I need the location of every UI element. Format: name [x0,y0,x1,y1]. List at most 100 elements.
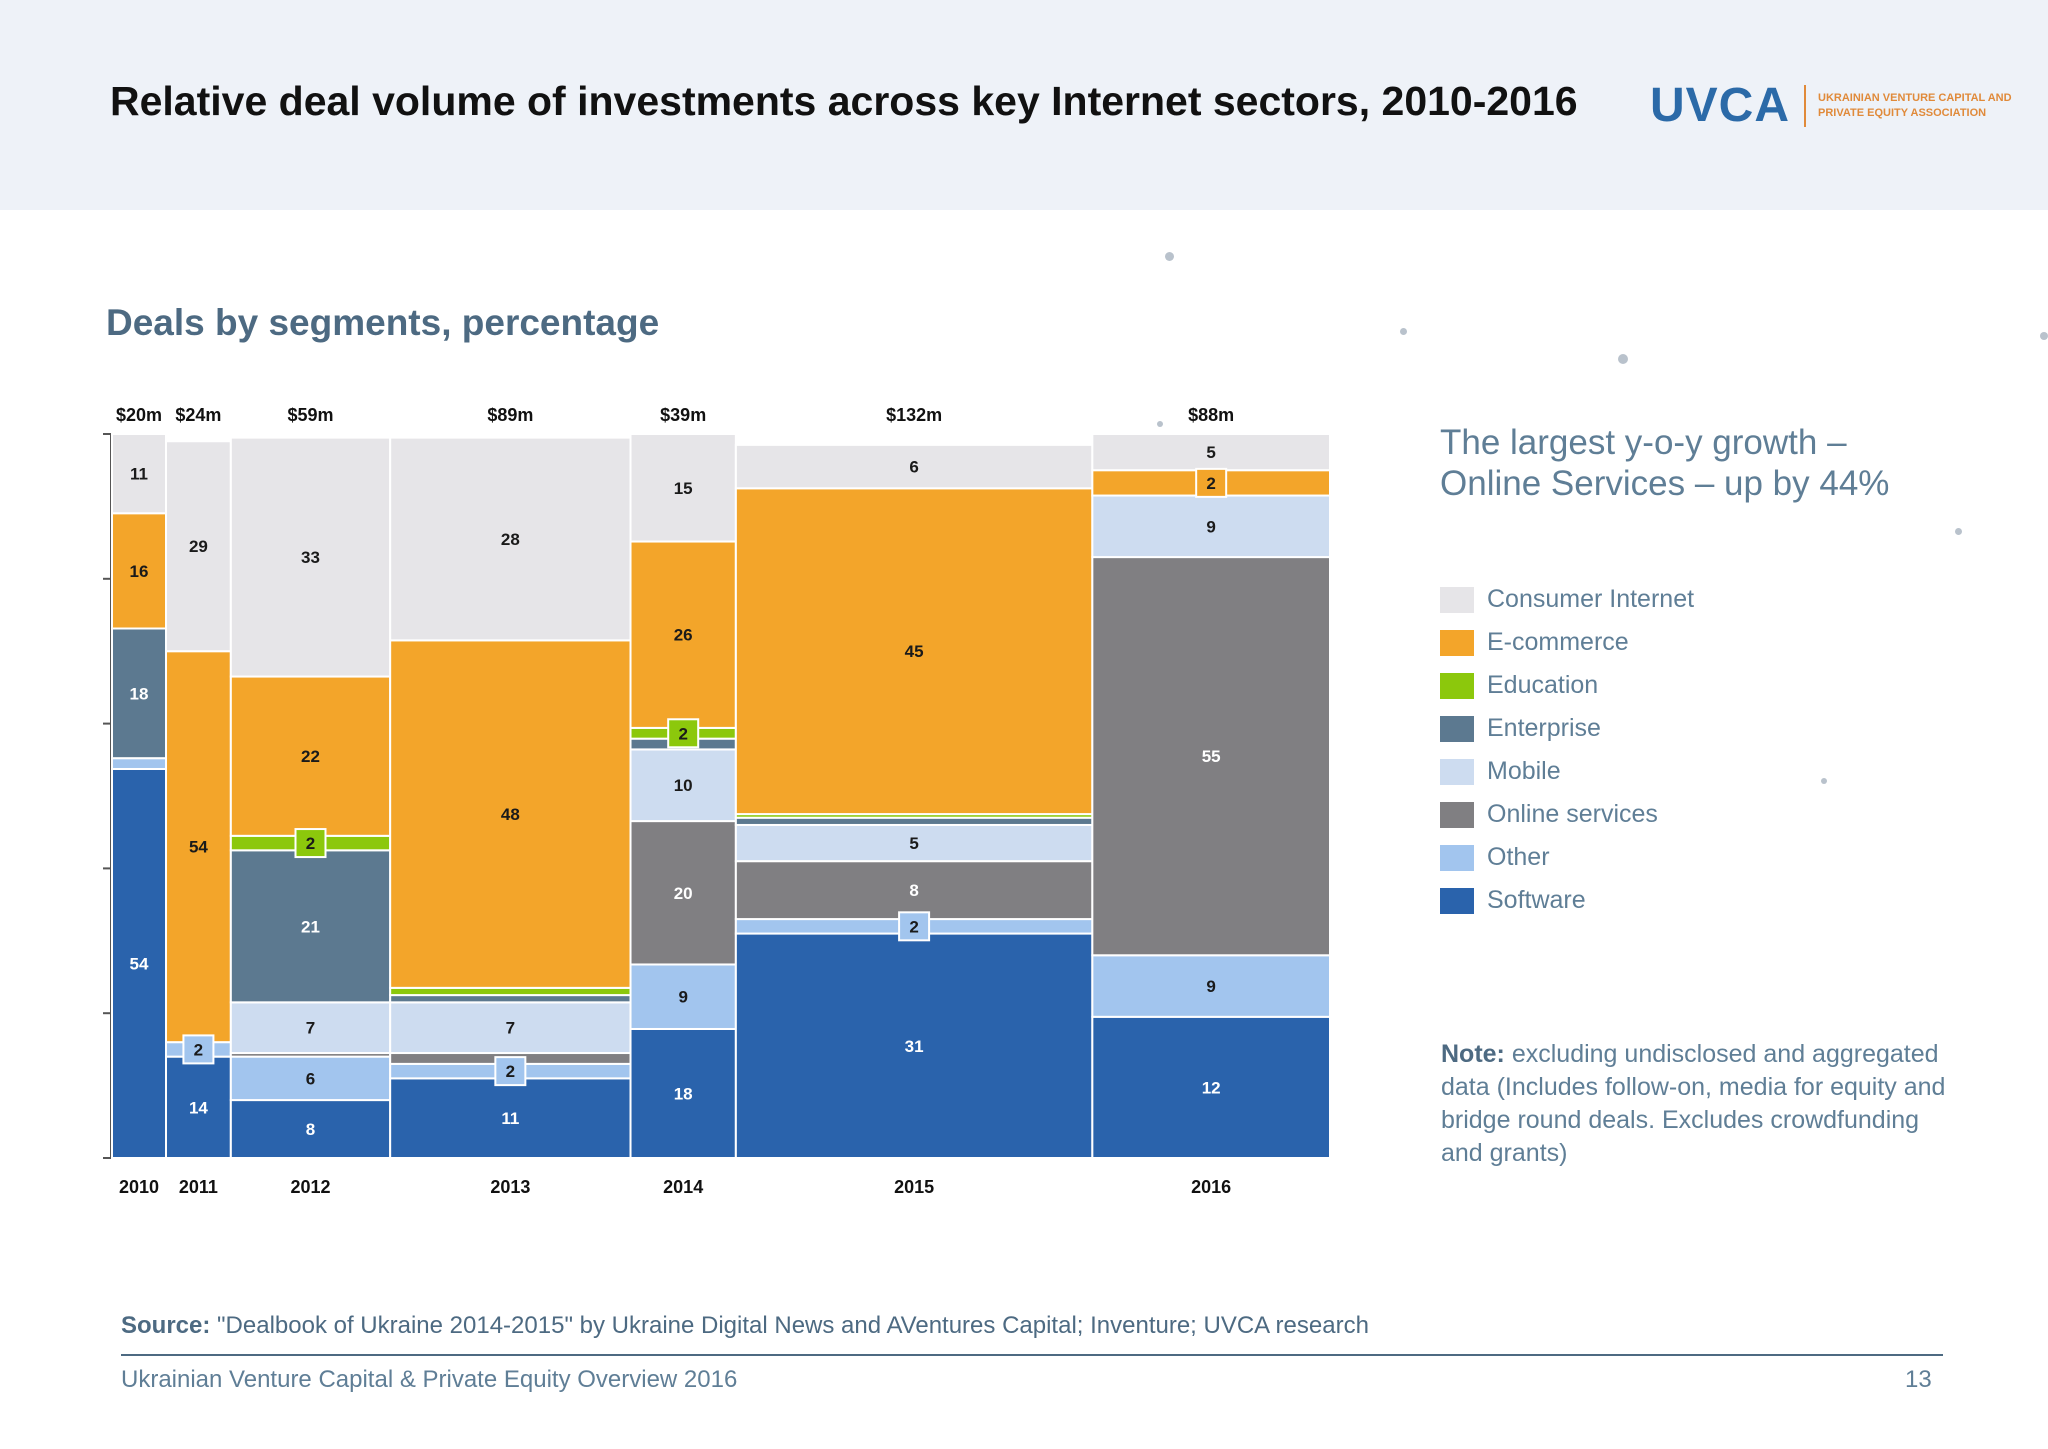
decor-dot [1165,252,1174,261]
bar-segment [165,650,232,1044]
bar-segment [389,994,632,1004]
bar-segment [1091,433,1331,472]
data-label: 26 [674,626,693,645]
data-label: 7 [306,1019,315,1038]
column-total-label: $132m [886,405,942,425]
data-label: 20 [674,884,693,903]
logo-divider [1804,84,1807,127]
note-text: Note: excluding undisclosed and aggregat… [1441,1038,1961,1170]
legend-item: Software [1440,879,1694,922]
x-tick-label: 2016 [1191,1177,1231,1197]
logo-subtitle-line2: PRIVATE EQUITY ASSOCIATION [1818,106,1987,119]
source-label: Source: [121,1312,211,1339]
data-label: 29 [189,537,208,556]
legend-item: Other [1440,836,1694,879]
data-label: 9 [678,988,687,1007]
bar-segment [229,1099,392,1159]
data-label-badge [667,718,700,749]
bar-segment [165,440,232,653]
growth-callout-line1: The largest y-o-y growth – [1440,423,1847,462]
legend-swatch [1440,801,1474,828]
column-total-label: $89m [487,405,533,425]
chart-x-tick-labels: 2010 2011 2012 2013 2014 2015 2016 [119,1177,1231,1197]
decor-dot [1821,778,1827,784]
page-title: Relative deal volume of investments acro… [110,78,1578,124]
legend-swatch [1440,758,1474,785]
legend-item: E-commerce [1440,621,1694,664]
logo-subtitle: UKRAINIAN VENTURE CAPITAL AND PRIVATE EQ… [1818,91,2012,121]
decor-dot [1618,354,1628,364]
logo-subtitle-line1: UKRAINIAN VENTURE CAPITAL AND [1818,91,2012,104]
data-label-badge [1195,467,1228,498]
bar-segment [629,540,737,729]
legend-label: Other [1487,843,1550,871]
note-label: Note: [1441,1040,1505,1068]
footer-title: Ukrainian Venture Capital & Private Equi… [121,1366,738,1393]
legend-swatch [1440,672,1474,699]
bar-segment [229,1055,392,1102]
header-band: Relative deal volume of investments acro… [0,0,2048,210]
footer-divider [121,1354,1943,1356]
data-label: 18 [130,684,149,703]
bar-segment [111,627,168,760]
bar-segment [229,849,392,1004]
data-label: 33 [301,548,320,567]
data-label: 2 [506,1062,515,1081]
data-label: 10 [674,776,693,795]
data-label: 45 [905,642,924,661]
data-label: 16 [130,562,149,581]
marimekko-chart: 5418161114254298672122233112748281892010… [103,405,1331,1197]
bar-segment [111,757,168,770]
bar-segment [389,639,632,989]
bar-segment [734,487,1094,816]
bar-segment [629,963,737,1030]
legend-label: Consumer Internet [1487,585,1695,613]
x-tick-label: 2013 [490,1177,530,1197]
legend-swatch [1440,715,1474,742]
data-label: 54 [130,954,149,973]
data-label: 12 [1202,1078,1221,1097]
data-label: 8 [306,1120,315,1139]
data-label: 5 [1206,443,1215,462]
note-body: excluding undisclosed and aggregated dat… [1441,1040,1946,1167]
legend-item: Consumer Internet [1440,578,1694,621]
data-label: 21 [301,917,320,936]
bar-segment [1091,1015,1331,1159]
data-label: 54 [189,838,208,857]
chart-subtitle: Deals by segments, percentage [106,302,660,343]
column-total-label: $88m [1188,405,1234,425]
data-label: 2 [194,1040,203,1059]
bar-segment [734,860,1094,921]
decor-dot [1400,328,1407,335]
logo-text: UVCA [1650,79,1791,132]
growth-callout-line2: Online Services – up by 44% [1440,464,1890,503]
data-label: 11 [130,465,148,484]
data-label-badge [294,828,327,859]
legend-swatch [1440,586,1474,613]
bar-segment [734,816,1094,826]
bar-segment [111,767,168,1159]
legend-label: Software [1487,886,1586,914]
data-label: 11 [501,1109,519,1128]
data-label: 22 [301,747,320,766]
uvca-logo: UVCA UKRAINIAN VENTURE CAPITAL AND PRIVA… [1650,78,2012,133]
data-label: 55 [1202,747,1221,766]
bar-segment [165,1055,232,1160]
data-label: 6 [909,458,918,477]
bar-segment [389,986,632,997]
legend-item: Enterprise [1440,707,1694,750]
chart-bars [111,433,1331,1160]
data-label: 5 [909,834,918,853]
legend-label: Education [1487,671,1599,699]
bar-segment [629,433,737,543]
legend-item: Mobile [1440,750,1694,793]
x-tick-label: 2012 [290,1177,330,1197]
column-total-label: $39m [660,405,706,425]
legend-label: Mobile [1487,757,1561,785]
data-label: 15 [674,479,693,498]
data-label: 14 [189,1098,208,1117]
chart-data-labels: 5418161114254298672122233112748281892010… [130,443,1228,1139]
data-label: 2 [909,917,918,936]
bar-segment [734,823,1094,863]
page-number: 13 [1905,1366,1932,1393]
